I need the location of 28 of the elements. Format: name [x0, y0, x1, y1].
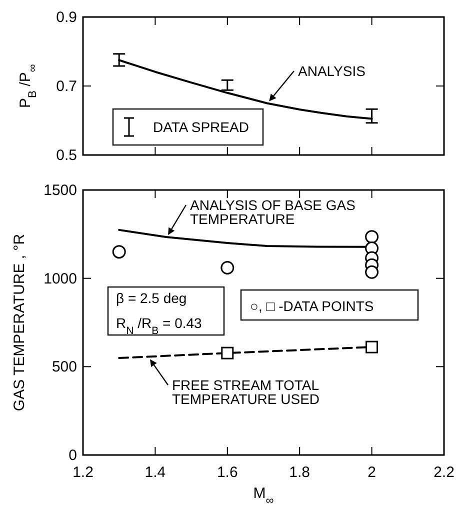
y-tick-label: 0	[68, 447, 77, 464]
annotation: R$_{N}$ /R$_{B}$ = 0.43	[116, 315, 202, 337]
y-tick-label: 1500	[44, 182, 77, 199]
x-tick-label: 2.2	[434, 464, 454, 481]
y-tick-label: 0.7	[56, 78, 77, 95]
annotation: ANALYSIS	[298, 63, 366, 79]
y-tick-label: 500	[52, 358, 77, 376]
legend-label: DATA SPREAD	[153, 119, 249, 135]
x-tick-label: 1.8	[289, 464, 310, 481]
point	[365, 230, 379, 244]
y-tick-label: 1000	[44, 270, 77, 288]
x-tick-label: 1.4	[144, 464, 166, 481]
y-axis-title: GAS TEMPERATURE , °R	[11, 234, 28, 412]
annotation: ANALYSIS OF BASE GAS TEMPERATURE	[190, 197, 356, 227]
point	[365, 265, 379, 279]
x-axis-title: M$_{∞}$	[253, 485, 274, 506]
point	[221, 346, 234, 360]
y-tick-label: 0.5	[56, 147, 77, 164]
point	[366, 340, 378, 354]
annotation: β = 2.5 deg	[116, 290, 187, 306]
x-tick-label: 2	[368, 464, 376, 481]
x-tick-label: 1.2	[72, 464, 94, 481]
x-tick-label: 1.6	[216, 464, 238, 481]
y-tick-label: 0.9	[56, 9, 77, 26]
annotation: FREE STREAM TOTAL TEMPERATURE USED	[172, 377, 320, 407]
annotation: ○, □ -DATA POINTS	[250, 298, 374, 314]
point	[112, 245, 126, 259]
point	[220, 260, 234, 274]
